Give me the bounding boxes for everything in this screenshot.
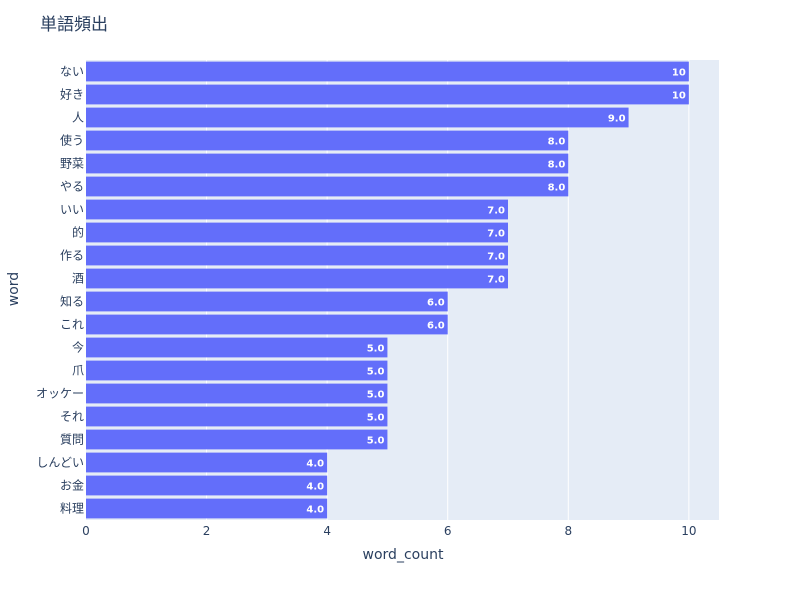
bar-value-label: 5.0 <box>367 390 385 401</box>
bar <box>86 337 388 358</box>
y-tick-label: 作る <box>60 249 84 263</box>
y-tick-label: 使う <box>60 133 84 148</box>
bar-value-label: 7.0 <box>487 206 505 217</box>
bar <box>86 153 569 174</box>
y-tick-label: ない <box>60 65 84 79</box>
bar-value-label: 9.0 <box>608 114 626 125</box>
bar-value-label: 8.0 <box>548 160 566 171</box>
bar-value-label: 5.0 <box>367 367 385 378</box>
y-tick-label: お金 <box>60 478 84 493</box>
y-tick-label: いい <box>60 203 84 217</box>
y-tick-label: 今 <box>72 340 84 355</box>
bar <box>86 84 689 105</box>
bar-value-label: 7.0 <box>487 252 505 263</box>
x-tick-label: 2 <box>203 524 211 538</box>
bar <box>86 429 388 450</box>
x-tick-label: 6 <box>444 524 452 538</box>
plot-area <box>86 60 719 520</box>
x-tick-label: 4 <box>323 524 331 538</box>
bar-value-label: 4.0 <box>306 505 324 516</box>
y-tick-label: それ <box>60 410 84 424</box>
y-tick-label: 質問 <box>60 432 84 447</box>
bar <box>86 107 629 128</box>
bar-value-label: 5.0 <box>367 344 385 355</box>
bar-value-label: 6.0 <box>427 298 445 309</box>
bar-value-label: 8.0 <box>548 137 566 148</box>
x-axis-title: word_count <box>363 547 444 563</box>
y-tick-label: 料理 <box>60 502 84 516</box>
bar <box>86 383 388 404</box>
y-tick-label: 爪 <box>72 364 84 378</box>
y-tick-label: オッケー <box>36 387 84 401</box>
x-tick-labels: 0 2 4 6 8 10 <box>82 524 696 538</box>
bar-value-label: 4.0 <box>306 459 324 470</box>
y-tick-label: 知る <box>60 295 84 309</box>
bar <box>86 498 328 519</box>
y-tick-label: 人 <box>72 111 84 125</box>
bar-value-label: 6.0 <box>427 321 445 332</box>
y-tick-label: やる <box>60 180 84 194</box>
chart-title: 単語頻出 <box>40 15 108 35</box>
y-tick-label: 好き <box>60 88 84 102</box>
x-tick-label: 8 <box>564 524 572 538</box>
x-tick-label: 10 <box>681 524 696 538</box>
y-axis-title: word <box>6 272 22 306</box>
bars: 10 10 9.0 8.0 8.0 8.0 7.0 7.0 7.0 7.0 6.0 6.0 5.0 5.0… <box>86 61 689 519</box>
bar-value-label: 5.0 <box>367 436 385 447</box>
bar-value-label: 7.0 <box>487 275 505 286</box>
bar <box>86 475 328 496</box>
bar-value-label: 10 <box>672 68 686 79</box>
bar <box>86 268 508 289</box>
y-tick-label: 野菜 <box>60 157 84 171</box>
y-tick-label: 酒 <box>72 272 84 286</box>
bar <box>86 291 448 312</box>
y-tick-label: これ <box>60 318 84 332</box>
bar-value-label: 7.0 <box>487 229 505 240</box>
bar-value-label: 4.0 <box>306 482 324 493</box>
bar <box>86 406 388 427</box>
bar <box>86 452 328 473</box>
bar-value-label: 5.0 <box>367 413 385 424</box>
bar <box>86 61 689 82</box>
y-tick-label: 的 <box>72 225 84 240</box>
bar <box>86 314 448 335</box>
bar-value-label: 8.0 <box>548 183 566 194</box>
x-tick-label: 0 <box>82 524 90 538</box>
bar <box>86 176 569 197</box>
bar <box>86 199 508 220</box>
bar <box>86 245 508 266</box>
bar <box>86 222 508 243</box>
bar-value-label: 10 <box>672 91 686 102</box>
y-tick-label: しんどい <box>36 456 84 470</box>
bar <box>86 130 569 151</box>
bar <box>86 360 388 381</box>
